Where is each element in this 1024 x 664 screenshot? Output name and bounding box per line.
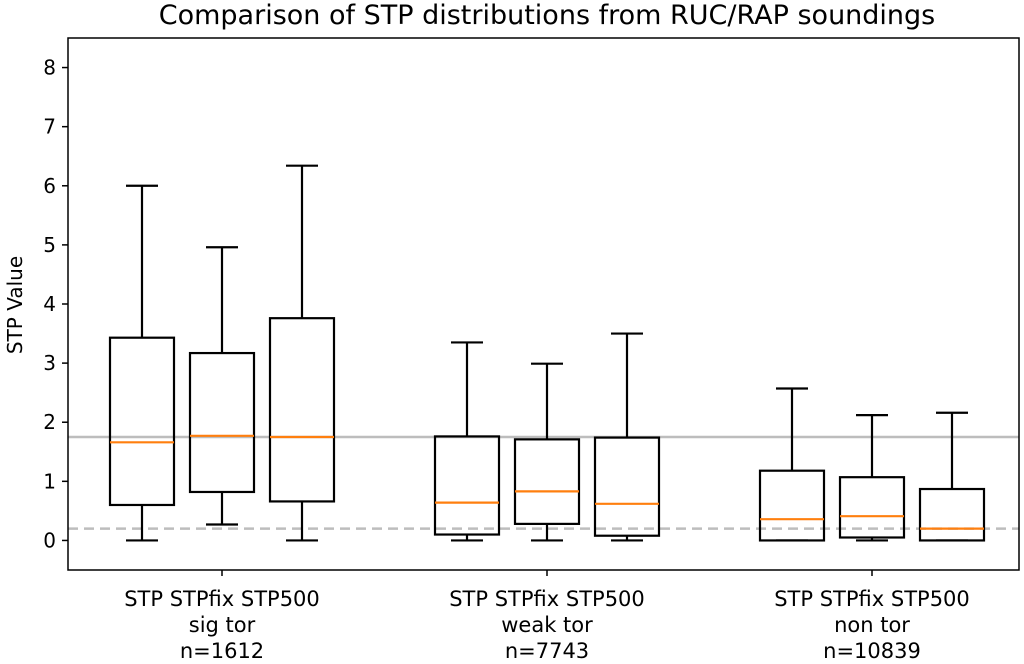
y-tick-label: 8: [43, 56, 56, 80]
iqr-box: [513, 438, 581, 525]
box-stp500-group-1: [593, 332, 661, 542]
box-stp-group-1: [433, 341, 501, 542]
box-stpfix-group-2: [838, 414, 906, 542]
y-tick-label: 4: [43, 292, 56, 316]
plot-frame: [67, 37, 1020, 571]
y-axis-label: STP Value: [3, 256, 27, 354]
x-category-label-line2: weak tor: [501, 613, 593, 637]
x-category-label-line3: n=1612: [180, 639, 264, 663]
box-stp-group-0: [108, 184, 176, 542]
iqr-box: [268, 317, 336, 503]
x-category-label-line1: STP STPfix STP500: [124, 587, 320, 611]
iqr-box: [593, 436, 661, 537]
chart-title: Comparison of STP distributions from RUC…: [159, 0, 936, 31]
y-tick-label: 0: [43, 528, 56, 552]
box-stp-group-2: [758, 387, 826, 542]
x-category-label-line1: STP STPfix STP500: [774, 587, 970, 611]
y-tick-label: 3: [43, 351, 56, 375]
x-category-label-line3: n=10839: [823, 639, 921, 663]
box-group: [108, 164, 986, 542]
y-axis: 0 1 2 3 4 5 6 7 8: [43, 56, 68, 552]
y-tick-label: 2: [43, 410, 56, 434]
x-category-label-line2: non tor: [834, 613, 910, 637]
box-stp500-group-2: [918, 411, 986, 542]
box-stpfix-group-1: [513, 362, 581, 542]
iqr-box: [188, 351, 256, 494]
x-category-label-line2: sig tor: [189, 613, 256, 637]
iqr-box: [838, 476, 906, 539]
iqr-box: [758, 469, 826, 542]
box-stp500-group-0: [268, 164, 336, 542]
iqr-box: [108, 336, 176, 507]
y-tick-label: 7: [43, 115, 56, 139]
box-stpfix-group-0: [188, 246, 256, 526]
iqr-box: [433, 435, 501, 536]
x-category-label-line3: n=7743: [505, 639, 589, 663]
iqr-box: [918, 487, 986, 542]
reference-lines: [68, 435, 1019, 530]
y-tick-label: 1: [43, 469, 56, 493]
y-tick-label: 6: [43, 174, 56, 198]
x-category-label-line1: STP STPfix STP500: [449, 587, 645, 611]
y-tick-label: 5: [43, 233, 56, 257]
